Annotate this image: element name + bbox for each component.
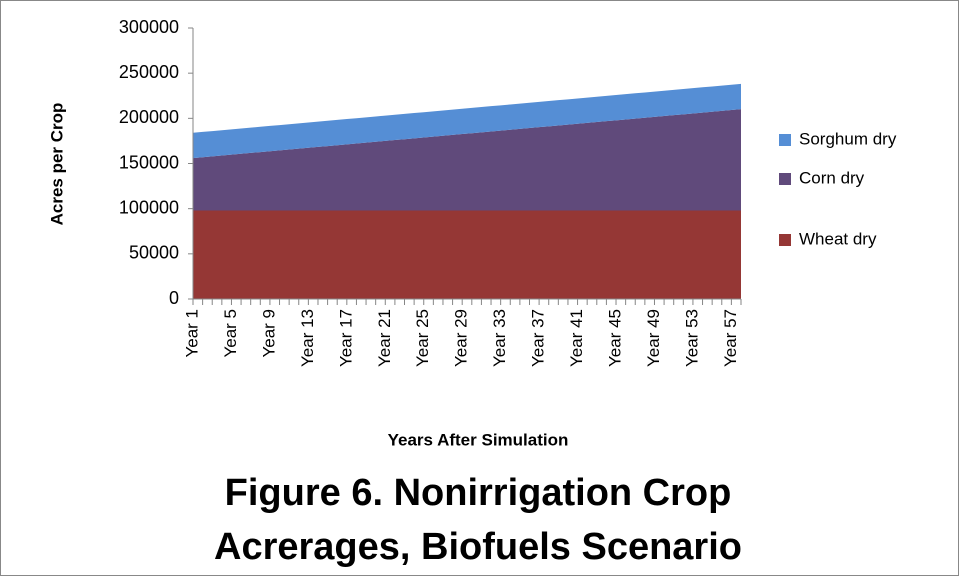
legend-swatch — [779, 234, 791, 246]
legend-label: Sorghum dry — [799, 129, 897, 148]
legend-label: Corn dry — [799, 168, 865, 187]
area — [193, 83, 741, 159]
x-tick-label: Year 57 — [721, 309, 740, 367]
x-tick-label: Year 49 — [644, 309, 663, 367]
x-tick-label: Year 33 — [490, 309, 509, 367]
legend-swatch — [779, 173, 791, 185]
x-tick-label: Year 53 — [682, 309, 701, 367]
x-axis-title: Years After Simulation — [388, 430, 569, 449]
y-tick-label: 50000 — [129, 243, 179, 263]
x-tick-label: Year 37 — [529, 309, 548, 367]
chart-title: Figure 6. Nonirrigation Crop — [225, 472, 732, 514]
y-tick-label: 100000 — [119, 197, 179, 217]
x-tick-label: Year 45 — [606, 309, 625, 367]
area — [193, 109, 741, 211]
y-tick-label: 300000 — [119, 17, 179, 37]
area — [193, 210, 741, 299]
y-tick-label: 0 — [169, 288, 179, 308]
x-tick-label: Year 21 — [375, 309, 394, 367]
legend-label: Wheat dry — [799, 229, 877, 248]
y-tick-label: 150000 — [119, 152, 179, 172]
x-tick-label: Year 5 — [221, 309, 240, 358]
y-tick-label: 200000 — [119, 107, 179, 127]
x-tick-label: Year 41 — [567, 309, 586, 367]
x-tick-label: Year 1 — [182, 309, 201, 358]
x-tick-label: Year 25 — [413, 309, 432, 367]
x-tick-label: Year 9 — [259, 309, 278, 358]
legend-swatch — [779, 134, 791, 146]
y-tick-label: 250000 — [119, 62, 179, 82]
x-tick-label: Year 17 — [336, 309, 355, 367]
x-tick-label: Year 13 — [298, 309, 317, 367]
chart-title: Acrerages, Biofuels Scenario — [214, 526, 742, 568]
y-axis-title: Acres per Crop — [47, 103, 66, 226]
x-tick-label: Year 29 — [452, 309, 471, 367]
